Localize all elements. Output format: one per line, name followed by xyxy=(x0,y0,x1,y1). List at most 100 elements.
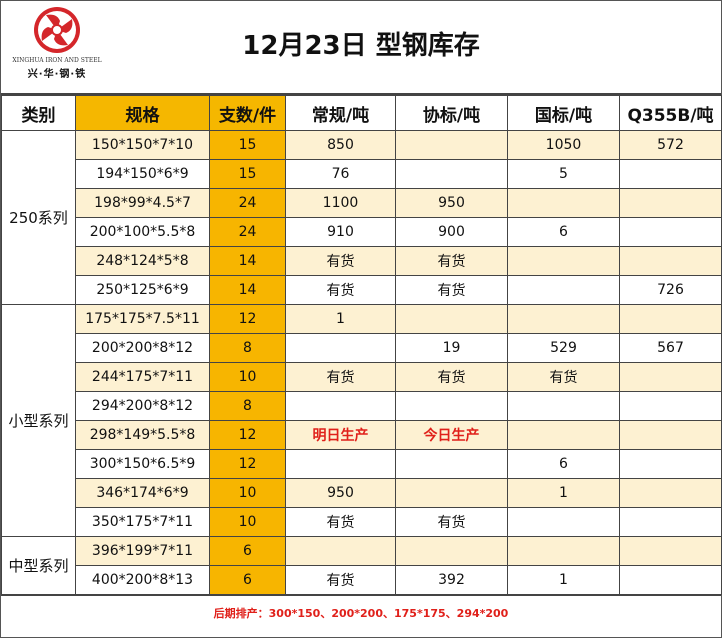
value-cell: 900 xyxy=(395,217,508,247)
table-row: 200*200*8*12 8 19 529 567 xyxy=(2,333,722,363)
value-cell xyxy=(395,391,508,421)
table-body: 250系列 150*150*7*10 15 850 1050 572 194*150*6*9… xyxy=(1,130,722,595)
spec-cell: 198*99*4.5*7 xyxy=(75,188,210,218)
value-cell xyxy=(507,275,620,305)
value-cell xyxy=(395,449,508,479)
value-cell xyxy=(395,304,508,334)
spec-cell: 248*124*5*8 xyxy=(75,246,210,276)
value-cell: 今日生产 xyxy=(395,420,508,450)
table-row: 346*174*6*9 10 950 1 xyxy=(2,478,722,508)
value-cell xyxy=(285,333,396,363)
value-cell: 1 xyxy=(285,304,396,334)
value-cell: 1 xyxy=(507,565,620,595)
count-cell: 24 xyxy=(209,217,286,247)
count-cell: 10 xyxy=(209,507,286,537)
logo-english-text: XINGHUA IRON AND STEEL xyxy=(12,57,102,64)
sheet-header: XINGHUA IRON AND STEEL 兴·华·钢·铁 12月23日 型钢… xyxy=(1,1,721,95)
spec-cell: 200*100*5.5*8 xyxy=(75,217,210,247)
header-category: 类别 xyxy=(1,95,76,131)
header-national-std: 国标/吨 xyxy=(507,95,620,131)
value-cell: 6 xyxy=(507,449,620,479)
spec-cell: 200*200*8*12 xyxy=(75,333,210,363)
value-cell: 726 xyxy=(619,275,722,305)
company-logo: XINGHUA IRON AND STEEL 兴·华·钢·铁 xyxy=(3,5,111,89)
table-row: 250*125*6*9 14 有货 有货 726 xyxy=(2,275,722,305)
count-cell: 8 xyxy=(209,333,286,363)
value-cell xyxy=(285,391,396,421)
value-cell xyxy=(619,507,722,537)
value-cell xyxy=(619,217,722,247)
inventory-table: 类别 规格 支数/件 常规/吨 协标/吨 国标/吨 Q355B/吨 250系列 1… xyxy=(1,95,722,595)
table-row: 194*150*6*9 15 76 5 xyxy=(2,159,722,189)
logo-chinese-text: 兴·华·钢·铁 xyxy=(27,69,87,80)
value-cell: 392 xyxy=(395,565,508,595)
spec-cell: 400*200*8*13 xyxy=(75,565,210,595)
table-row: 244*175*7*11 10 有货 有货 有货 xyxy=(2,362,722,392)
count-cell: 24 xyxy=(209,188,286,218)
value-cell xyxy=(507,246,620,276)
header-regular: 常规/吨 xyxy=(285,95,396,131)
spec-cell: 346*174*6*9 xyxy=(75,478,210,508)
value-cell xyxy=(285,536,396,566)
table-row: 294*200*8*12 8 xyxy=(2,391,722,421)
value-cell: 有货 xyxy=(395,246,508,276)
value-cell: 529 xyxy=(507,333,620,363)
table-row: 248*124*5*8 14 有货 有货 xyxy=(2,246,722,276)
value-cell: 76 xyxy=(285,159,396,189)
spec-cell: 194*150*6*9 xyxy=(75,159,210,189)
value-cell: 19 xyxy=(395,333,508,363)
count-cell: 15 xyxy=(209,130,286,160)
count-cell: 6 xyxy=(209,565,286,595)
count-cell: 14 xyxy=(209,246,286,276)
value-cell xyxy=(619,304,722,334)
value-cell: 1050 xyxy=(507,130,620,160)
value-cell: 1 xyxy=(507,478,620,508)
count-cell: 15 xyxy=(209,159,286,189)
value-cell xyxy=(395,478,508,508)
value-cell: 有货 xyxy=(285,362,396,392)
value-cell xyxy=(507,188,620,218)
value-cell: 有货 xyxy=(285,246,396,276)
count-cell: 12 xyxy=(209,420,286,450)
count-cell: 12 xyxy=(209,449,286,479)
spec-cell: 298*149*5.5*8 xyxy=(75,420,210,450)
value-cell xyxy=(507,391,620,421)
value-cell: 有货 xyxy=(285,507,396,537)
value-cell xyxy=(619,449,722,479)
count-cell: 14 xyxy=(209,275,286,305)
count-cell: 10 xyxy=(209,362,286,392)
spec-cell: 244*175*7*11 xyxy=(75,362,210,392)
spec-cell: 294*200*8*12 xyxy=(75,391,210,421)
production-note: 后期排产：300*150、200*200、175*175、294*200 xyxy=(1,595,721,632)
value-cell xyxy=(619,565,722,595)
value-cell xyxy=(507,507,620,537)
table-row: 198*99*4.5*7 24 1100 950 xyxy=(2,188,722,218)
value-cell xyxy=(395,536,508,566)
logo-emblem-icon xyxy=(34,7,80,53)
value-cell xyxy=(507,304,620,334)
category-cell: 小型系列 xyxy=(1,304,76,537)
count-cell: 6 xyxy=(209,536,286,566)
category-cell: 中型系列 xyxy=(1,536,76,595)
header-association-std: 协标/吨 xyxy=(395,95,508,131)
count-cell: 10 xyxy=(209,478,286,508)
value-cell: 有货 xyxy=(395,275,508,305)
spec-cell: 250*125*6*9 xyxy=(75,275,210,305)
header-count: 支数/件 xyxy=(209,95,286,131)
value-cell xyxy=(285,449,396,479)
value-cell xyxy=(619,391,722,421)
value-cell: 5 xyxy=(507,159,620,189)
spec-cell: 175*175*7.5*11 xyxy=(75,304,210,334)
count-cell: 8 xyxy=(209,391,286,421)
table-header-row: 类别 规格 支数/件 常规/吨 协标/吨 国标/吨 Q355B/吨 xyxy=(1,95,722,131)
value-cell xyxy=(619,246,722,276)
category-cell: 250系列 xyxy=(1,130,76,305)
value-cell: 明日生产 xyxy=(285,420,396,450)
value-cell: 1100 xyxy=(285,188,396,218)
value-cell: 有货 xyxy=(285,565,396,595)
value-cell xyxy=(507,420,620,450)
table-row: 200*100*5.5*8 24 910 900 6 xyxy=(2,217,722,247)
value-cell: 950 xyxy=(395,188,508,218)
table-row: 小型系列 175*175*7.5*11 12 1 xyxy=(1,304,722,537)
